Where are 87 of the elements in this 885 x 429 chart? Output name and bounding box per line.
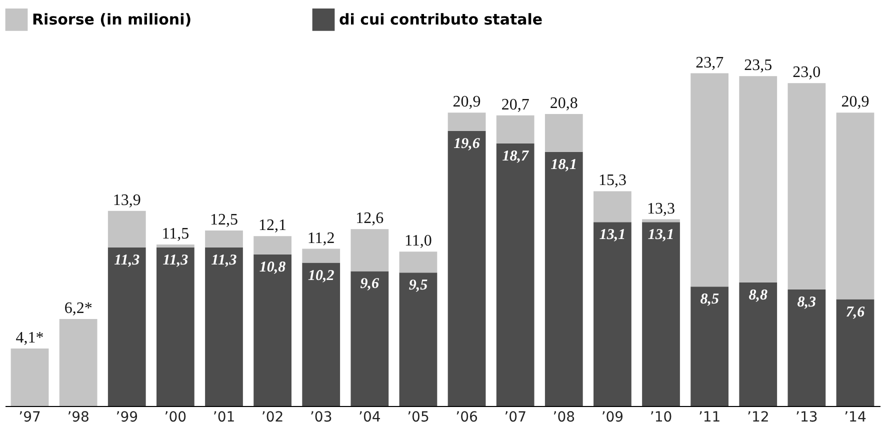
x-tick-label: ’04: [358, 410, 381, 426]
bar: [690, 73, 728, 287]
total-label: 11,0: [404, 232, 432, 250]
x-tick-label: ’13: [796, 410, 818, 426]
data-label: 11,3: [211, 252, 238, 268]
x-tick-label: ’06: [456, 410, 478, 426]
total-label: 12,1: [258, 217, 287, 234]
bar: [59, 318, 98, 406]
data-label: 8,5: [700, 292, 720, 308]
x-tick-label: ’08: [552, 410, 576, 426]
data-label: 9,5: [408, 278, 428, 294]
data-label: 10,2: [308, 268, 335, 284]
data-label: 13,1: [599, 227, 626, 244]
total-label: 4,1*: [16, 329, 44, 346]
total-label: 20,8: [550, 94, 578, 112]
data-label: 18,7: [502, 148, 529, 164]
total-label: 20,9: [841, 94, 870, 111]
bar: [739, 76, 778, 282]
data-label: 18,1: [550, 156, 578, 173]
data-label: 10,8: [259, 259, 286, 276]
x-tick-label: ’02: [261, 410, 284, 426]
bar: [108, 210, 146, 248]
data-label: 11,3: [114, 252, 140, 268]
x-tick-label: ’03: [310, 410, 332, 426]
bar: [788, 83, 826, 290]
total-label: 11,5: [162, 226, 190, 243]
bar: [594, 222, 632, 406]
bar: [350, 229, 389, 272]
total-label: 23,0: [792, 64, 821, 82]
bar: [254, 236, 292, 254]
bar: [448, 130, 486, 406]
legend-label: Risorse (in milioni): [32, 10, 192, 29]
bar: [788, 289, 826, 406]
bar: [254, 254, 292, 406]
total-label: 23,7: [696, 54, 724, 72]
x-tick-label: ’07: [504, 410, 526, 426]
bar: [302, 262, 340, 406]
data-label: 11,3: [162, 252, 189, 268]
total-label: 15,3: [598, 172, 626, 190]
bar: [642, 222, 680, 406]
bar: [399, 252, 438, 273]
bar: [205, 230, 243, 248]
bar: [205, 247, 243, 406]
x-tick-label: ’01: [212, 410, 236, 426]
x-tick-label: ’11: [698, 410, 721, 426]
x-tick-label: ’12: [746, 410, 770, 426]
data-label: 19,6: [454, 136, 480, 152]
data-label: 7,6: [846, 304, 866, 320]
total-label: 13,9: [112, 192, 141, 209]
data-label: 8,3: [797, 294, 817, 310]
bar: [156, 247, 194, 406]
bar: [156, 244, 194, 248]
bar: [302, 248, 340, 263]
bar: [399, 272, 438, 406]
x-tick-label: ’09: [601, 410, 624, 426]
bar: [690, 286, 728, 406]
bar: [544, 114, 583, 152]
x-tick-label: ’14: [844, 410, 866, 426]
total-label: 6,2*: [64, 300, 92, 317]
total-label: 23,5: [744, 57, 772, 74]
bar: [10, 348, 49, 406]
total-label: 20,7: [501, 96, 530, 114]
total-label: 11,2: [307, 230, 335, 247]
bar: [739, 282, 778, 406]
x-tick-label: ’97: [18, 410, 41, 426]
x-tick-label: ’99: [116, 410, 138, 426]
total-label: 20,9: [452, 94, 481, 111]
x-tick-label: ’00: [164, 410, 187, 426]
bar: [448, 112, 486, 131]
bar: [350, 271, 389, 406]
bar: [836, 299, 874, 406]
x-tick-label: ’05: [407, 410, 430, 426]
bar: [496, 115, 534, 144]
bar: [836, 112, 874, 300]
data-label: 13,1: [648, 227, 674, 244]
total-label: 13,3: [647, 200, 676, 218]
x-tick-label: ’10: [650, 410, 672, 426]
bar: [544, 152, 583, 406]
total-label: 12,5: [210, 212, 238, 229]
x-tick-label: ’98: [67, 410, 90, 426]
data-label: 8,8: [748, 287, 768, 304]
total-label: 12,6: [356, 210, 384, 228]
bar: [594, 191, 632, 222]
legend-label: di cui contributo statale: [339, 10, 543, 29]
bar: [108, 247, 146, 406]
data-label: 9,6: [360, 276, 380, 292]
bar: [496, 143, 534, 406]
